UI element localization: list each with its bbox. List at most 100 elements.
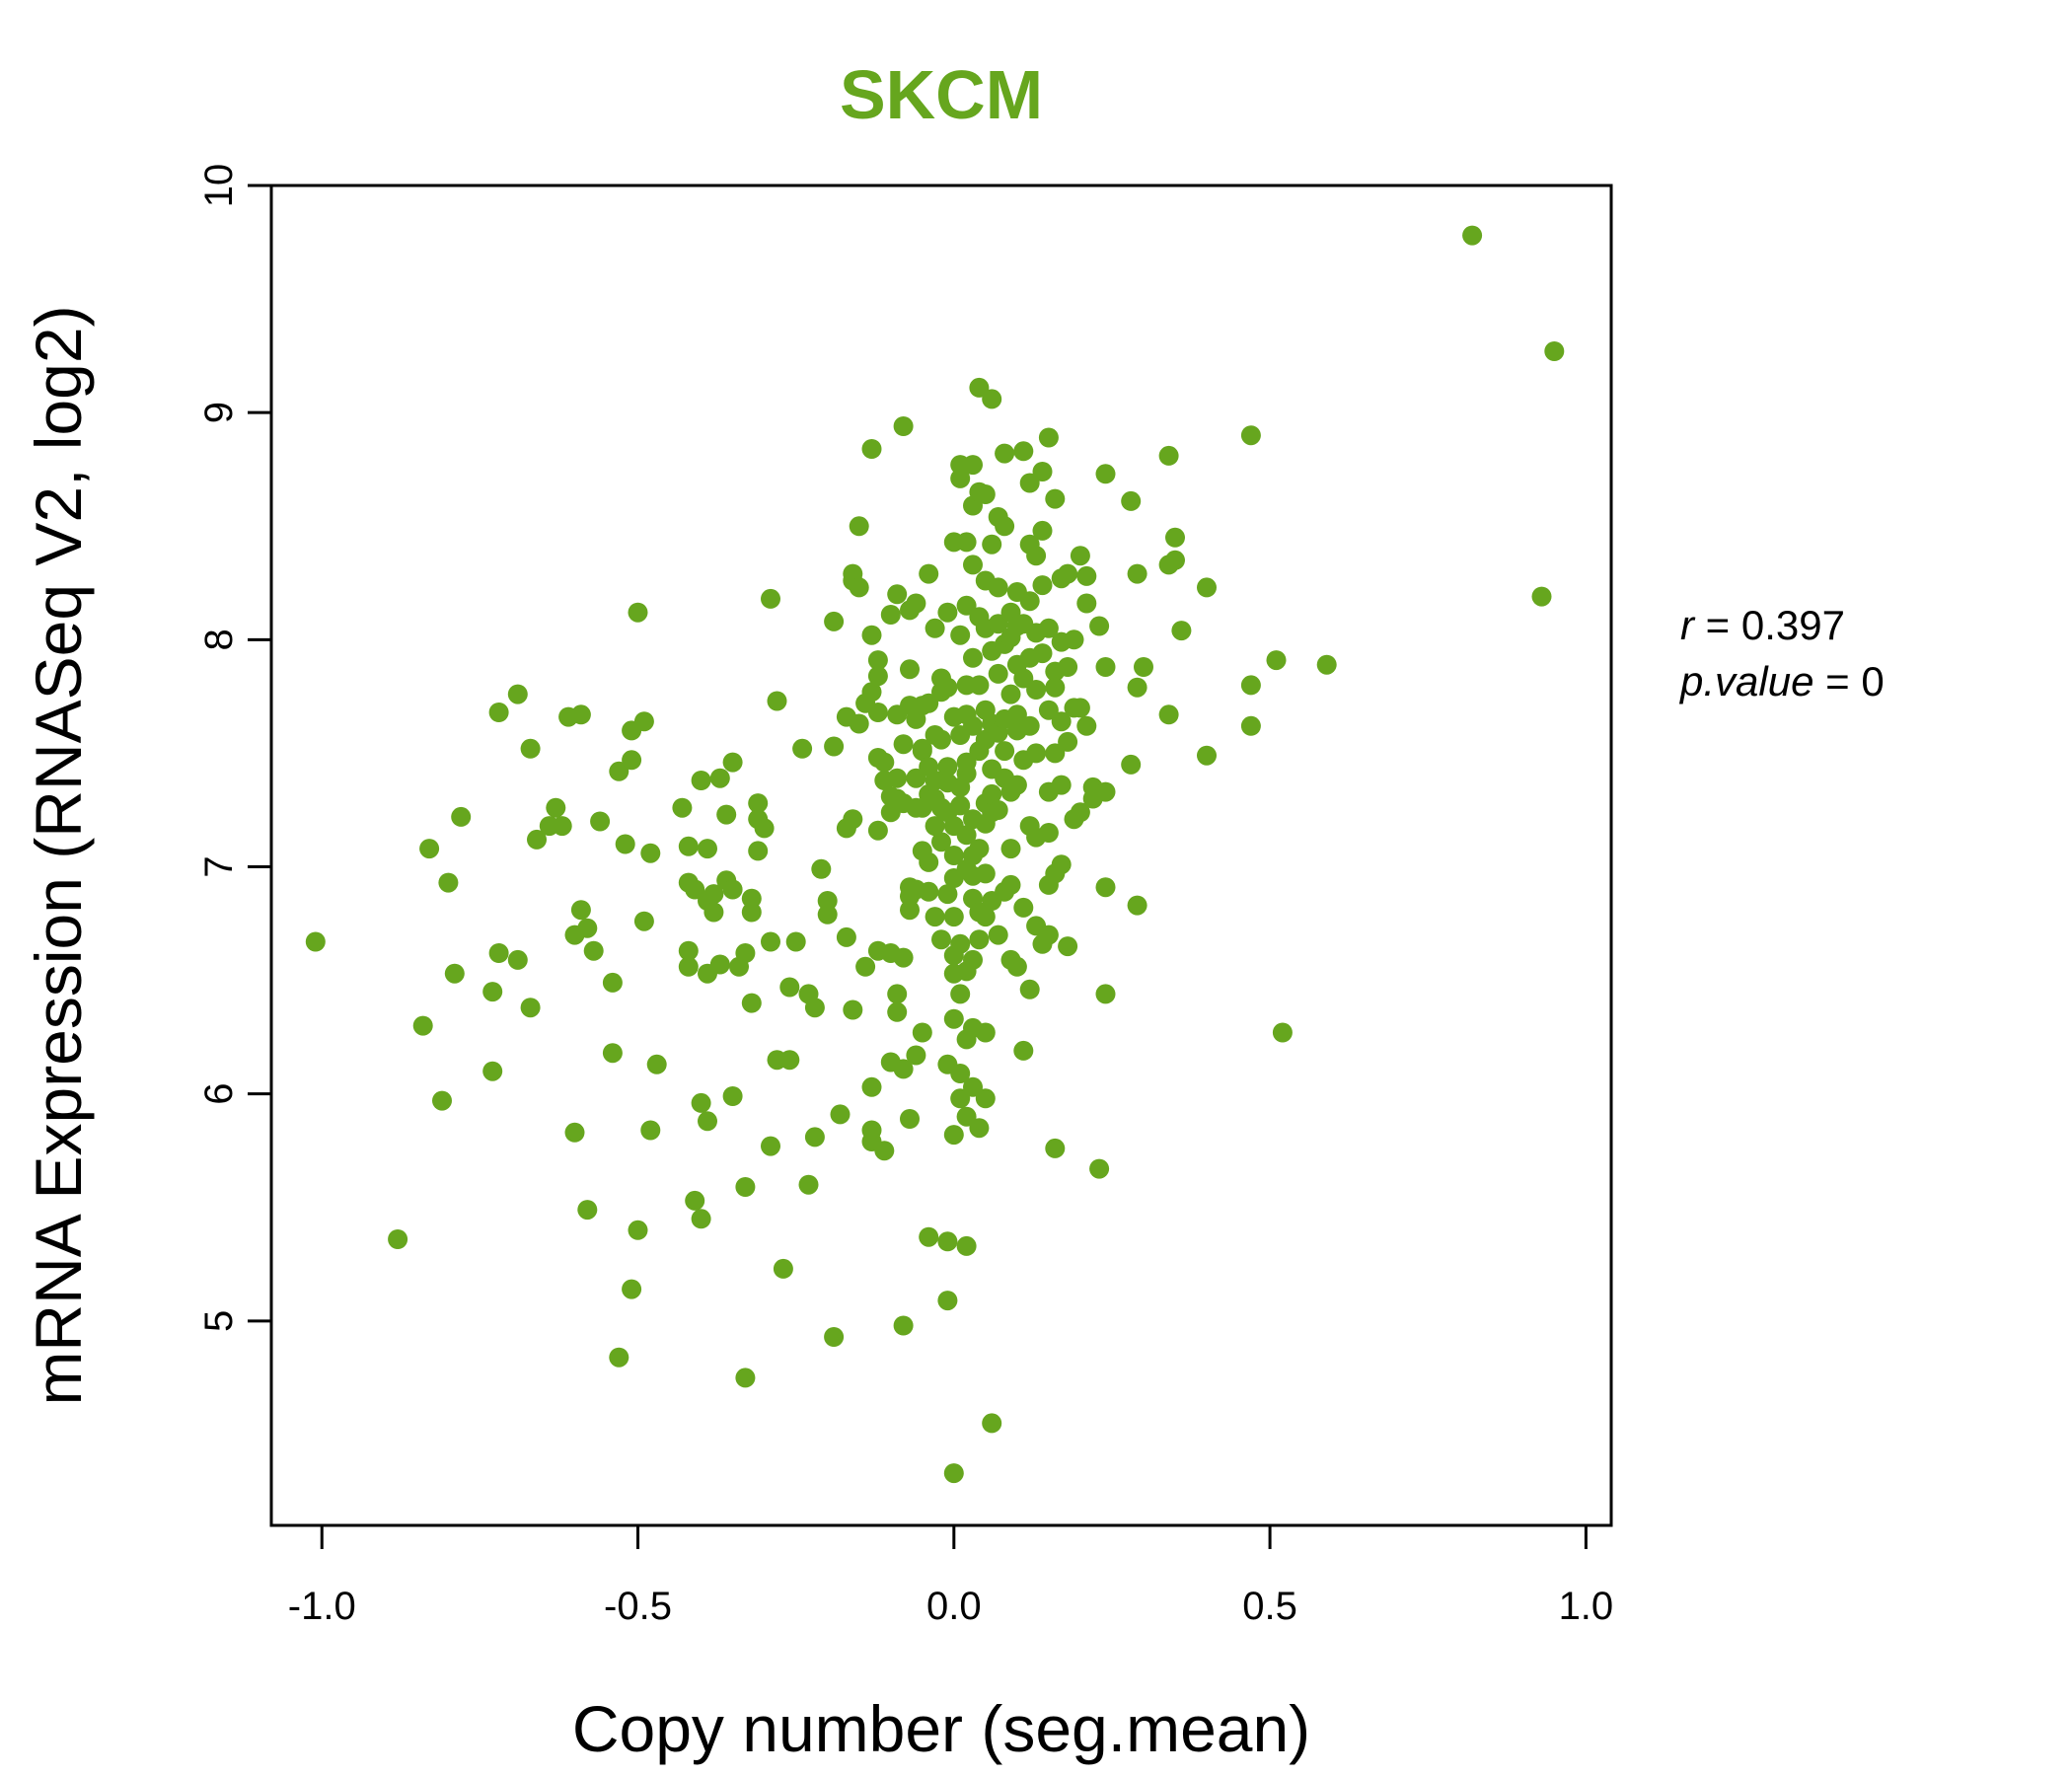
data-point-24 <box>564 1122 585 1143</box>
x-tick-label-0: -1.0 <box>288 1585 356 1628</box>
data-point-170 <box>919 693 939 713</box>
data-point-368 <box>1165 550 1185 570</box>
data-point-378 <box>1316 654 1337 675</box>
data-point-264 <box>982 1413 1002 1434</box>
data-point-160 <box>912 1022 932 1043</box>
data-point-266 <box>982 783 1002 804</box>
data-point-134 <box>887 584 908 605</box>
data-point-236 <box>963 1076 983 1097</box>
data-point-75 <box>741 888 762 909</box>
data-point-90 <box>792 738 813 759</box>
data-point-299 <box>1013 1040 1034 1061</box>
data-point-273 <box>988 614 1008 634</box>
data-point-76 <box>741 993 762 1013</box>
data-point-143 <box>893 1315 914 1336</box>
data-point-214 <box>956 595 977 616</box>
data-point-328 <box>1045 743 1066 764</box>
data-point-360 <box>1121 754 1142 775</box>
data-point-219 <box>956 1106 977 1127</box>
data-point-146 <box>900 900 920 921</box>
plot-frame <box>269 184 1613 1527</box>
r-value: 0.397 <box>1741 602 1845 648</box>
data-point-349 <box>1076 715 1097 736</box>
data-point-279 <box>995 741 1015 762</box>
data-point-293 <box>1006 956 1027 977</box>
data-point-60 <box>698 839 717 859</box>
data-point-108 <box>843 999 863 1020</box>
y-tick-label-3: 8 <box>197 629 241 650</box>
data-point-232 <box>963 647 983 668</box>
data-point-87 <box>779 1050 800 1071</box>
data-point-137 <box>887 984 908 1004</box>
data-point-72 <box>735 1368 756 1388</box>
data-point-113 <box>855 956 876 977</box>
data-point-251 <box>975 1022 996 1043</box>
x-tick-label-2: 0.0 <box>926 1585 982 1628</box>
data-point-128 <box>874 752 895 773</box>
data-point-83 <box>761 931 780 952</box>
p-label: p.value <box>1678 658 1813 704</box>
data-point-353 <box>1089 616 1110 636</box>
data-point-240 <box>969 675 990 696</box>
x-tick-label-3: 0.5 <box>1242 1585 1297 1628</box>
data-point-97 <box>817 891 838 911</box>
data-point-99 <box>824 611 845 631</box>
r-equals: = <box>1694 602 1741 648</box>
data-point-28 <box>577 918 598 938</box>
data-point-53 <box>685 879 705 900</box>
data-point-177 <box>925 816 945 837</box>
data-point-355 <box>1095 657 1116 677</box>
data-point-141 <box>893 1059 914 1079</box>
data-point-371 <box>1197 745 1217 766</box>
data-point-270 <box>988 800 1008 820</box>
p-value: 0 <box>1861 658 1884 704</box>
data-point-27 <box>570 900 591 921</box>
data-point-319 <box>1038 427 1059 448</box>
data-point-13 <box>488 943 509 963</box>
data-point-48 <box>678 940 699 961</box>
y-tick-label-0: 5 <box>197 1310 241 1332</box>
data-point-46 <box>646 1054 667 1074</box>
pvalue-stat: p.value = 0 <box>1678 658 1885 704</box>
data-point-301 <box>1019 473 1040 493</box>
data-point-42 <box>633 911 654 931</box>
data-point-166 <box>919 881 939 902</box>
data-point-344 <box>1070 546 1090 566</box>
data-point-96 <box>817 904 838 925</box>
data-point-165 <box>919 563 939 584</box>
data-point-1 <box>1544 341 1565 361</box>
data-point-373 <box>1240 425 1261 446</box>
data-point-95 <box>811 858 832 879</box>
data-point-338 <box>1058 731 1078 752</box>
data-point-63 <box>709 768 730 788</box>
data-point-295 <box>1013 441 1034 462</box>
correlation-stat: r = 0.397 <box>1680 602 1845 648</box>
data-point-174 <box>925 618 945 638</box>
data-point-117 <box>861 625 882 645</box>
data-point-119 <box>861 682 882 703</box>
data-point-135 <box>887 1001 908 1022</box>
data-point-33 <box>602 1043 623 1064</box>
data-point-359 <box>1121 490 1142 511</box>
data-point-58 <box>698 1111 717 1132</box>
data-point-81 <box>761 588 780 609</box>
data-point-158 <box>906 1045 926 1066</box>
data-point-211 <box>950 984 971 1004</box>
data-point-311 <box>1026 743 1047 764</box>
data-point-336 <box>1051 711 1072 732</box>
data-point-111 <box>849 713 869 734</box>
data-point-272 <box>988 925 1008 945</box>
data-point-339 <box>1058 657 1078 677</box>
data-point-61 <box>703 902 724 923</box>
data-point-182 <box>931 929 951 950</box>
data-point-172 <box>925 907 945 927</box>
data-point-122 <box>867 666 888 687</box>
data-point-38 <box>622 750 642 771</box>
data-point-19 <box>527 829 547 850</box>
data-point-65 <box>716 804 737 825</box>
data-point-306 <box>1019 979 1040 999</box>
data-point-31 <box>590 811 611 832</box>
data-point-180 <box>931 832 951 852</box>
data-point-309 <box>1026 680 1047 700</box>
